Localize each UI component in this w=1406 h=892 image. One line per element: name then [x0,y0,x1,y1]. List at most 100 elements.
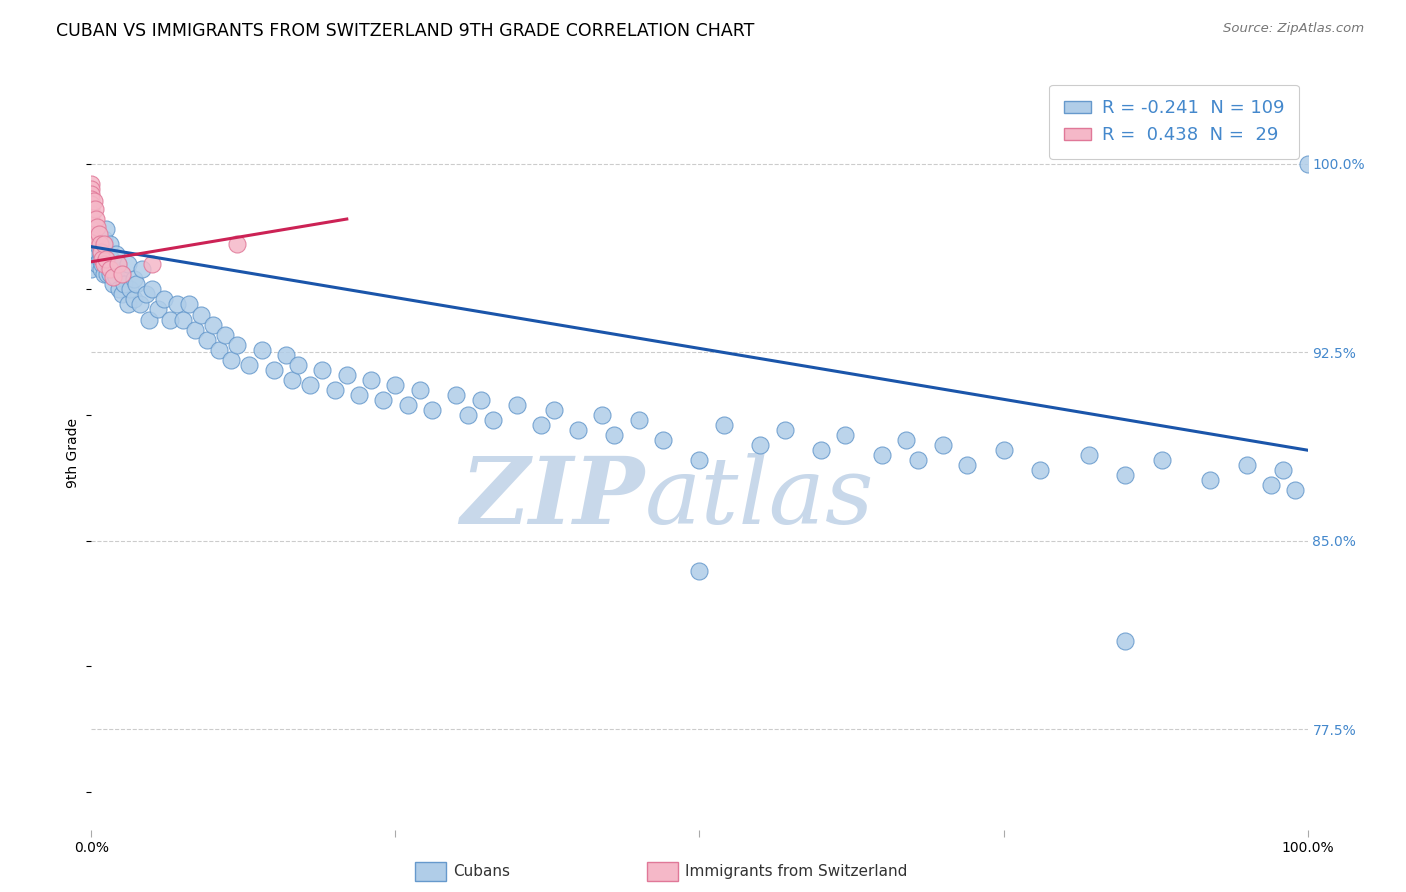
Point [93,257,115,271]
Point [89,252,111,267]
Point [470,392,492,407]
Point [1272,463,1295,477]
Point [202,318,225,332]
Point [104,247,127,261]
Point [131,262,153,277]
Point [226,237,249,252]
Point [810,443,832,458]
Point [117,257,139,271]
Point [444,388,467,402]
Point [80,177,103,191]
Y-axis label: 9th Grade: 9th Grade [66,417,80,488]
Point [94,222,117,236]
Point [80,242,103,256]
Point [336,368,359,382]
Point [652,433,675,447]
Point [567,423,589,437]
Point [138,312,160,326]
Point [238,358,260,372]
Point [688,564,710,578]
Point [122,272,145,286]
Point [172,312,194,326]
Point [1260,478,1282,492]
Point [96,252,118,267]
Point [190,308,212,322]
Point [135,287,157,301]
Point [627,413,650,427]
Text: Source: ZipAtlas.com: Source: ZipAtlas.com [1223,22,1364,36]
Point [90,262,112,277]
Point [281,373,304,387]
Point [84,212,107,227]
Point [323,383,346,397]
Point [184,322,207,336]
Text: ZIP: ZIP [461,453,645,543]
Point [80,232,103,246]
Point [122,293,145,307]
Point [274,348,297,362]
Point [117,297,139,311]
Point [86,219,108,234]
Point [141,282,163,296]
Text: Immigrants from Switzerland: Immigrants from Switzerland [685,864,907,879]
Text: CUBAN VS IMMIGRANTS FROM SWITZERLAND 9TH GRADE CORRELATION CHART: CUBAN VS IMMIGRANTS FROM SWITZERLAND 9TH… [56,22,755,40]
Point [749,438,772,452]
Point [1114,634,1136,648]
Point [98,237,121,252]
Point [125,277,148,292]
Point [103,269,125,284]
Legend: R = -0.241  N = 109, R =  0.438  N =  29: R = -0.241 N = 109, R = 0.438 N = 29 [1049,85,1299,159]
Point [195,333,218,347]
Point [112,277,135,292]
Point [1296,157,1319,171]
Point [396,398,419,412]
Point [93,268,115,282]
Point [373,392,395,407]
Point [219,352,242,367]
Point [84,202,107,216]
Point [153,293,176,307]
Point [1199,473,1222,487]
Point [83,194,105,209]
Point [896,433,918,447]
Point [94,252,117,267]
Point [80,192,103,206]
Point [80,212,103,227]
Point [80,197,103,211]
Point [591,408,613,422]
Point [90,247,112,261]
Point [688,453,710,467]
Point [111,268,134,282]
Point [98,262,121,277]
Point [93,237,115,252]
Point [1284,483,1306,498]
Point [120,282,142,296]
Point [481,413,503,427]
Point [1236,458,1258,473]
Point [108,282,131,296]
Point [457,408,479,422]
Point [360,373,382,387]
Point [287,358,309,372]
Point [80,227,103,241]
Point [91,257,114,271]
Point [80,182,103,196]
Point [89,237,111,252]
Point [420,403,443,417]
Point [80,186,103,201]
Point [311,363,333,377]
Point [80,252,103,267]
Point [214,327,236,342]
Point [107,257,129,271]
Point [80,217,103,231]
Point [96,268,118,282]
Point [129,297,152,311]
Point [87,227,110,241]
Point [104,269,127,284]
Point [86,237,108,252]
Point [107,257,129,271]
Point [80,222,103,236]
Point [80,262,103,277]
Point [250,343,273,357]
Point [956,458,979,473]
